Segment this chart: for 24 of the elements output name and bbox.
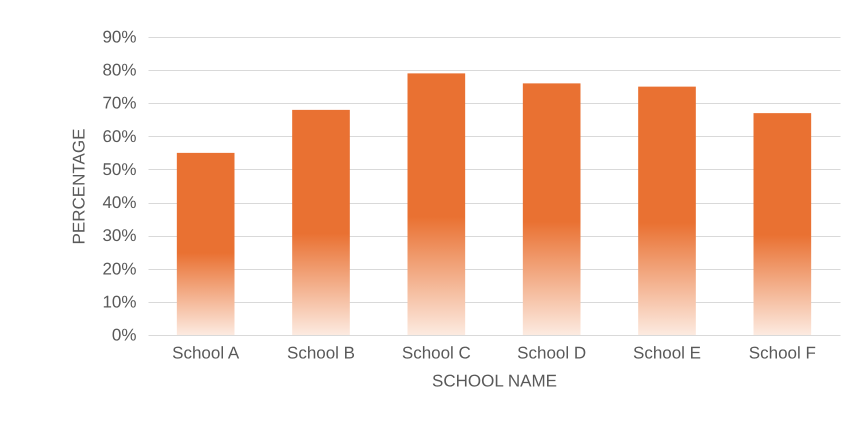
y-tick-label: 20%	[102, 259, 136, 278]
x-tick-label: School A	[172, 344, 240, 362]
x-tick-label: School F	[748, 344, 816, 362]
y-tick-label: 60%	[102, 126, 136, 146]
y-tick-label: 90%	[102, 28, 136, 46]
y-tick-label: 40%	[102, 193, 136, 212]
bar	[176, 152, 234, 335]
y-tick-label: 50%	[102, 160, 136, 179]
bar	[522, 83, 580, 335]
bar	[292, 110, 350, 335]
x-tick-label: School D	[517, 344, 586, 362]
y-tick-label: 80%	[102, 60, 136, 80]
y-tick-label: 70%	[102, 94, 136, 113]
y-axis-title: PERCENTAGE	[69, 128, 88, 244]
x-axis-title: SCHOOL NAME	[432, 372, 558, 390]
y-tick-label: 30%	[102, 226, 136, 246]
bar	[408, 73, 466, 335]
bar	[754, 113, 812, 335]
bar	[638, 86, 696, 335]
x-tick-label: School E	[632, 344, 702, 362]
y-tick-label: 10%	[102, 292, 136, 312]
x-tick-label: School C	[402, 344, 471, 362]
x-tick-label: School B	[286, 344, 356, 362]
y-tick-label: 0%	[112, 326, 136, 344]
